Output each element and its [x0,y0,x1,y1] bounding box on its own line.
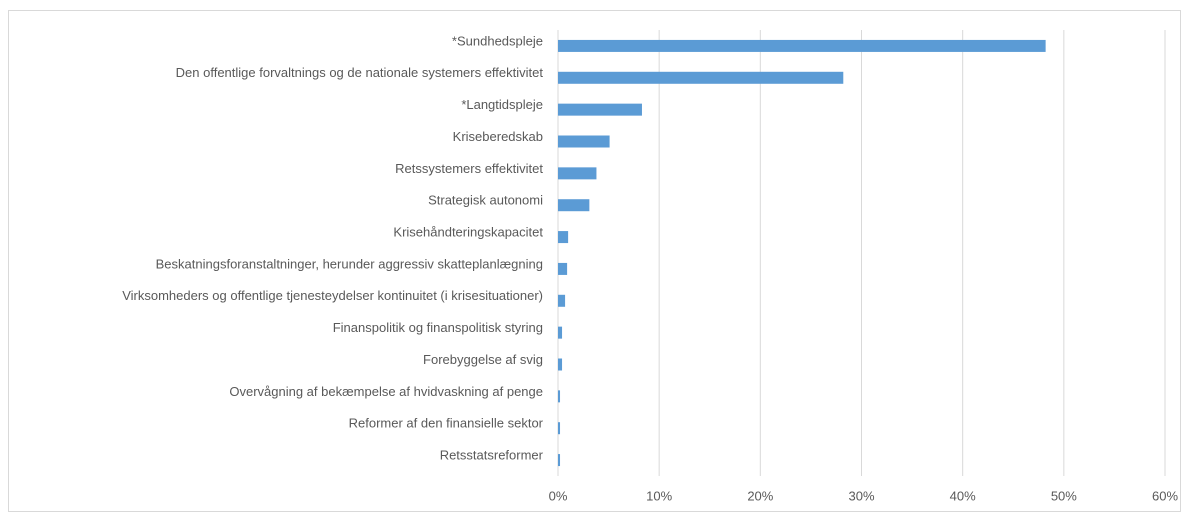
y-tick-label: Reformer af den finansielle sektor [349,416,544,431]
x-tick-label: 60% [1152,488,1178,503]
y-tick-label: Overvågning af bekæmpelse af hvidvasknin… [229,384,543,399]
y-tick-label: Forebyggelse af svig [423,352,543,367]
bar [558,135,610,148]
bar [558,262,568,275]
bar [558,326,563,339]
x-tick-label: 30% [848,488,874,503]
bar [558,422,561,435]
bar [558,390,561,403]
bar [558,454,561,467]
bar [558,231,569,244]
y-tick-label: Virksomheders og offentlige tjenesteydel… [122,288,543,303]
bar [558,103,642,116]
y-tick-label: Strategisk autonomi [428,193,543,208]
y-tick-label: Kriseberedskab [453,129,543,144]
y-tick-label: Retssystemers effektivitet [395,161,543,176]
x-tick-label: 50% [1051,488,1077,503]
y-tick-label: Den offentlige forvaltnings og de nation… [176,65,544,80]
x-tick-label: 20% [747,488,773,503]
y-tick-label: Finanspolitik og finanspolitisk styring [333,320,543,335]
bar [558,71,844,84]
bar [558,199,590,212]
bar [558,358,563,371]
y-tick-label: *Langtidspleje [461,97,543,112]
x-tick-label: 0% [549,488,568,503]
bar [558,39,1046,52]
bar [558,167,597,180]
x-tick-label: 10% [646,488,672,503]
y-tick-label: Retsstatsreformer [440,448,544,463]
y-tick-label: *Sundhedspleje [452,33,543,48]
bar [558,294,566,307]
y-tick-label: Beskatningsforanstaltninger, herunder ag… [156,256,543,271]
x-tick-label: 40% [950,488,976,503]
y-tick-label: Krisehåndteringskapacitet [393,225,543,240]
chart-frame [8,10,1181,512]
